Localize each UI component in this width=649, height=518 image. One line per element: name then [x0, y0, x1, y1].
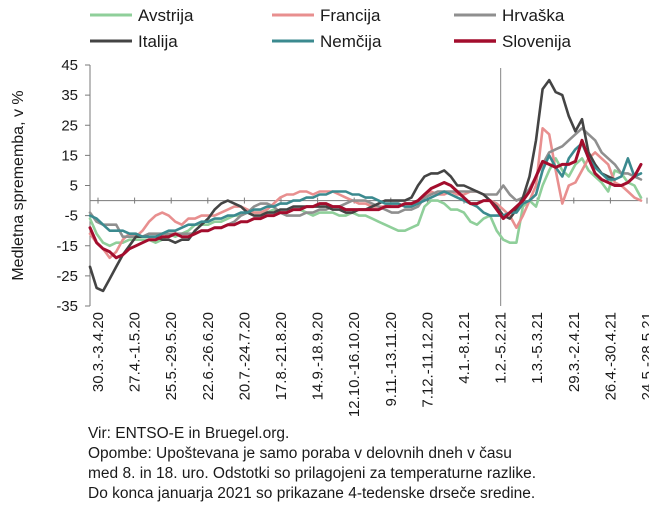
legend-label: Avstrija — [138, 6, 194, 25]
legend-label: Nemčija — [320, 32, 382, 51]
y-axis-label: Medletna sprememba, v % — [10, 90, 27, 280]
y-tick-label: 45 — [61, 57, 78, 74]
y-tick-label: -15 — [56, 238, 78, 255]
x-tick-label: 26.4.-30.4.21 — [602, 312, 619, 400]
legend-label: Slovenija — [502, 32, 572, 51]
legend-label: Francija — [320, 6, 381, 25]
remark-line-2: med 8. in 18. uro. Odstotki so prilagoje… — [88, 465, 537, 482]
x-tick-label: 9.11.-13.11.20 — [383, 312, 400, 407]
x-tick-label: 25.5.-29.5.20 — [163, 312, 180, 400]
y-tick-label: 35 — [61, 87, 78, 104]
legend-label: Hrvaška — [502, 6, 565, 25]
y-tick-label: -25 — [56, 268, 78, 285]
x-tick-label: 7.12.-11.12.20 — [419, 312, 436, 408]
x-tick-label: 24.5.-28.5.21 — [639, 312, 649, 400]
y-tick-label: -5 — [65, 208, 78, 225]
x-tick-label: 12.10.-16.10.20 — [346, 312, 363, 417]
legend-label: Italija — [138, 32, 178, 51]
y-tick-label: 25 — [61, 117, 78, 134]
series-line-hrvaška — [88, 127, 643, 238]
x-tick-label: 30.3.-3.4.20 — [90, 312, 107, 392]
source-note: Vir: ENTSO-E in Bruegel.org. — [88, 425, 290, 442]
y-tick-label: -35 — [56, 298, 78, 315]
y-tick-label: 15 — [61, 147, 78, 164]
x-tick-label: 17.8.-21.8.20 — [273, 312, 290, 400]
x-tick-label: 1.3.-5.3.21 — [529, 312, 546, 384]
y-tick-label: 5 — [70, 178, 78, 195]
x-tick-label: 14.9.-18.9.20 — [310, 312, 327, 400]
chart-notes: Vir: ENTSO-E in Bruegel.org. Opombe: Upo… — [88, 424, 648, 504]
x-tick-label: 27.4.-1.5.20 — [127, 312, 144, 392]
series-line-nemčija — [88, 142, 643, 238]
line-chart: 45 35 25 15 5 -5 -15 -25 -35 Medletna sprememba, … — [10, 6, 649, 417]
x-tick-label: 1.2.-5.2.21 — [493, 312, 510, 384]
x-tick-label: 4.1.-8.1.21 — [456, 312, 473, 384]
x-tick-label: 29.3.-2.4.21 — [566, 312, 583, 392]
remark-line-3: Do konca januarja 2021 so prikazane 4-te… — [88, 485, 536, 502]
x-tick-label: 20.7.-24.7.20 — [236, 312, 253, 400]
series-line-slovenija — [88, 138, 643, 260]
series-line-francija — [88, 127, 643, 260]
x-tick-label: 22.6.-26.6.20 — [200, 312, 217, 400]
remark-line-1: Opombe: Upoštevana je samo poraba v delo… — [88, 445, 512, 462]
series-line-italija — [88, 78, 617, 293]
